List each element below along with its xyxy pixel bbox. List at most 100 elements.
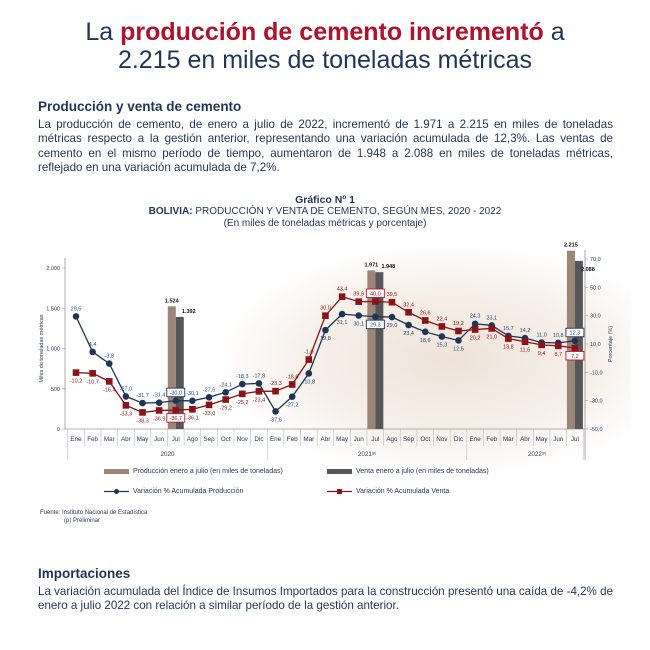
bar-label-venta: 2.088 [581, 267, 595, 273]
point-produccion [105, 360, 113, 367]
data-label-venta: -33,0 [203, 411, 216, 417]
bar-produccion [367, 270, 376, 429]
bar-venta [375, 272, 384, 429]
legend-line-circle-icon [104, 489, 129, 494]
left-tick-label: 0 [57, 427, 60, 433]
month-label: Ago [187, 436, 199, 443]
legend-line-produccion: Variación % Acumulada Producción [104, 488, 243, 495]
point-venta [288, 381, 296, 388]
point-venta [305, 356, 313, 363]
legend-bar-venta: Venta enero a julio (en miles de tonelad… [327, 468, 489, 475]
data-label-venta: 7,2 [571, 354, 579, 360]
point-produccion [89, 348, 96, 356]
point-venta [189, 406, 196, 413]
right-tick-label: -50,0 [590, 427, 603, 433]
legend-bar-produccion: Producción enero a julio (en miles de to… [104, 468, 283, 475]
data-label-venta: -1,0 [304, 350, 313, 356]
legend-label: Venta enero a julio (en miles de tonelad… [356, 468, 489, 475]
data-label-produccion: -10,8 [303, 379, 316, 385]
point-produccion [189, 397, 196, 405]
highlight-box [166, 387, 186, 398]
data-label-produccion: -31,7 [136, 393, 149, 399]
point-produccion [222, 389, 229, 396]
right-tick-label: -10,0 [590, 370, 603, 376]
bar-produccion [566, 250, 575, 429]
month-label: Mar [303, 436, 314, 443]
data-label-venta: 26,6 [420, 310, 431, 316]
point-venta [388, 298, 396, 306]
data-label-produccion: -30,0 [170, 391, 183, 397]
point-produccion [272, 408, 279, 415]
point-venta [421, 317, 429, 324]
section-heading-importaciones: Importaciones [38, 566, 131, 581]
data-label-venta: -18,6 [286, 375, 299, 381]
year-label: 2022(p) [528, 451, 546, 458]
month-label: Dic [254, 436, 263, 443]
bar-venta [175, 316, 184, 429]
point-venta [222, 396, 229, 403]
point-venta [122, 402, 130, 409]
legend-label: Variación % Acumulada Producción [133, 488, 244, 495]
title-post: a [543, 18, 565, 46]
chart-subtitle2: (En miles de toneladas métricas y porcen… [223, 218, 427, 229]
point-venta [571, 344, 579, 352]
year-label: 2020 [160, 451, 175, 458]
point-venta [105, 378, 113, 385]
data-label-venta: 8,7 [554, 352, 562, 358]
data-label-produccion: 19,8 [320, 336, 331, 342]
data-label-produccion: 23,1 [486, 315, 497, 321]
legend-line-square-icon [327, 489, 352, 494]
data-label-produccion: 12,5 [453, 346, 464, 352]
data-label-venta: -29,2 [219, 406, 232, 412]
point-venta [89, 370, 96, 377]
point-venta [172, 406, 180, 414]
data-label-produccion: 10,8 [553, 333, 564, 339]
data-label-venta: -10,7 [86, 379, 99, 385]
data-label-venta: -25,2 [236, 400, 249, 406]
left-tick-label: 1.000 [46, 347, 60, 353]
point-venta [488, 325, 496, 332]
right-axis-label: Porcentaje (%) [608, 326, 614, 363]
point-venta [205, 401, 213, 409]
data-label-produccion: -24,1 [219, 382, 232, 388]
chart-source: Fuente: Instituto Nacional de Estadístic… [40, 510, 148, 516]
data-label-venta: 20,2 [470, 336, 481, 342]
data-label-venta: 43,4 [337, 287, 348, 293]
month-label: Jul [571, 436, 579, 443]
data-label-produccion: -31,4 [153, 393, 166, 399]
point-produccion [355, 312, 363, 319]
data-label-venta: 21,0 [486, 334, 497, 340]
data-label-produccion: 15,3 [437, 342, 448, 348]
point-produccion [205, 393, 213, 401]
point-produccion [322, 326, 329, 334]
left-tick-label: 500 [51, 387, 60, 393]
data-label-venta: 39,9 [353, 292, 364, 298]
legend-swatch-produccion [104, 469, 129, 474]
point-produccion [455, 337, 462, 344]
data-label-produccion: 29,3 [370, 323, 381, 329]
title-pre: La [85, 18, 121, 46]
right-tick-label: 50,0 [590, 285, 601, 291]
point-venta [255, 388, 263, 395]
point-venta [72, 369, 80, 376]
point-venta [471, 326, 479, 333]
year-label: 2021(p) [358, 451, 376, 458]
point-produccion [405, 321, 412, 329]
point-venta [372, 298, 379, 305]
section-body-produccion: La producción de cemento, de enero a jul… [38, 118, 613, 174]
month-label: Dic [454, 436, 463, 443]
month-label: May [336, 436, 349, 443]
data-label-venta: -36,9 [153, 416, 166, 422]
point-venta [322, 312, 329, 319]
bar-produccion [167, 306, 176, 429]
data-label-venta: 22,4 [437, 316, 448, 322]
data-label-venta: -33,3 [120, 411, 133, 417]
data-label-produccion: 24,3 [470, 314, 481, 320]
right-tick-label: 30,0 [590, 314, 601, 320]
point-venta [405, 308, 412, 316]
data-label-venta: -10,2 [70, 379, 83, 385]
data-label-produccion: 14,2 [520, 328, 531, 334]
month-label: Jun [154, 436, 165, 443]
section-heading-produccion: Producción y venta de cemento [38, 99, 242, 114]
